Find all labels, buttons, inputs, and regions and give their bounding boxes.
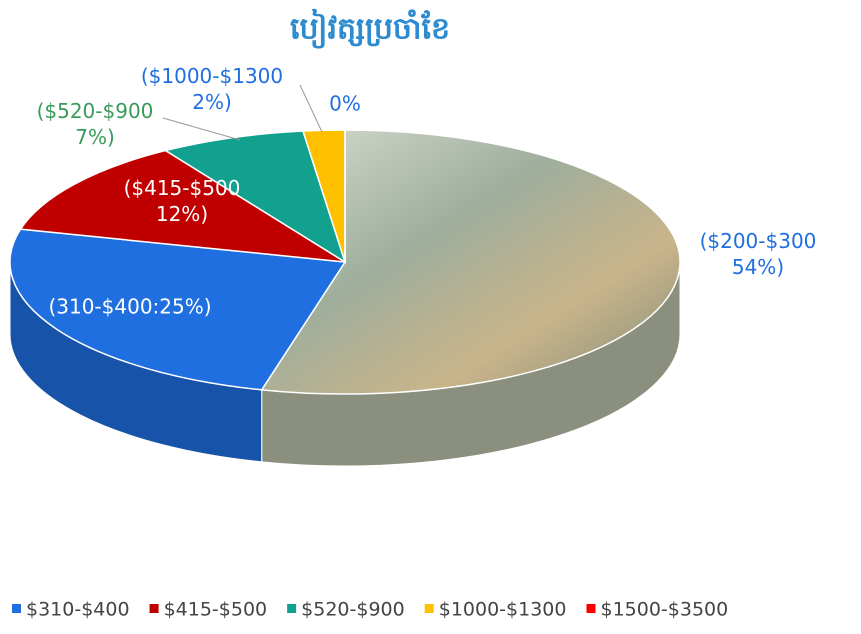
data-label: ($520-$900 7%) xyxy=(37,99,154,149)
legend-label: $1000-$1300 xyxy=(439,599,567,621)
data-label: ($1000-$1300 2%) xyxy=(141,64,283,114)
slice xyxy=(19,149,346,263)
slice xyxy=(260,129,681,395)
slice xyxy=(9,228,347,391)
data-label: ($415-$500 12%) xyxy=(124,176,241,226)
legend-marker xyxy=(424,604,434,613)
legend-marker xyxy=(586,604,596,613)
data-label: 0% xyxy=(329,92,361,116)
data-label: (310-$400:25%) xyxy=(48,295,211,319)
leader-line xyxy=(299,84,323,133)
legend-label: $415-$500 xyxy=(164,599,268,621)
legend-marker xyxy=(12,604,21,613)
legend-label: $310-$400 xyxy=(26,599,130,621)
legend-label: $1500-$3500 xyxy=(600,599,728,621)
legend-label: $520-$900 xyxy=(301,599,405,621)
data-label: ($200-$300 54%) xyxy=(700,229,817,279)
legend-marker xyxy=(149,604,159,613)
leader-line xyxy=(162,117,241,141)
legend-marker xyxy=(287,604,297,613)
chart-title: បៀវត្សប្រចាំខែ xyxy=(290,9,450,50)
